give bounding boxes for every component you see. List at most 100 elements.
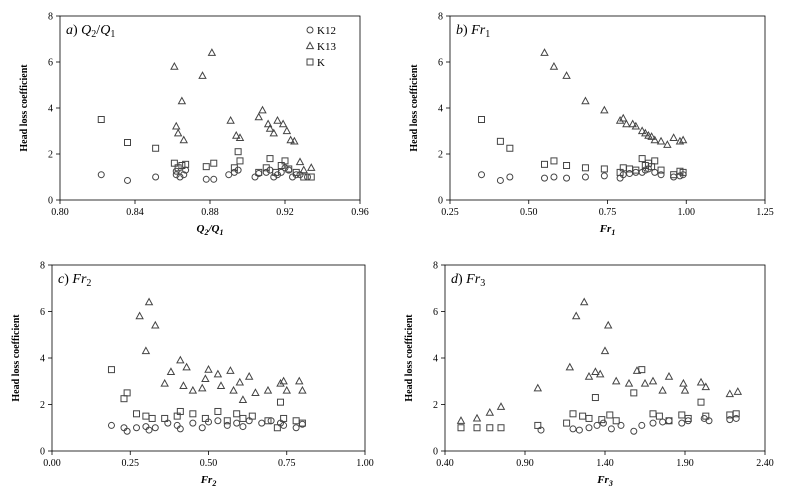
data-point — [663, 140, 672, 148]
data-point — [579, 412, 587, 420]
data-point — [133, 424, 141, 432]
data-point — [726, 416, 734, 424]
data-point — [617, 421, 625, 429]
data-point — [207, 48, 217, 56]
data-point — [600, 105, 609, 114]
data-point — [565, 362, 575, 371]
y-tick-label: 0 — [48, 196, 53, 207]
data-point — [622, 119, 631, 128]
data-point — [202, 163, 210, 171]
data-point — [648, 376, 658, 385]
data-point — [262, 168, 270, 176]
data-point — [160, 378, 169, 387]
data-point — [176, 355, 185, 364]
data-point — [506, 173, 514, 181]
data-point — [265, 124, 275, 132]
data-point — [198, 71, 207, 79]
data-point — [281, 164, 289, 172]
data-point — [107, 421, 115, 429]
data-point — [496, 176, 504, 184]
data-point — [148, 414, 156, 422]
data-point — [541, 174, 548, 182]
data-point — [615, 116, 625, 124]
data-point — [182, 362, 191, 371]
data-point — [550, 157, 558, 165]
data-point — [478, 171, 485, 179]
data-point — [640, 378, 650, 387]
data-point — [678, 419, 686, 427]
series-k13 — [456, 297, 743, 424]
x-tick-label: 0.92 — [276, 207, 294, 218]
data-point — [182, 160, 190, 168]
data-point — [263, 119, 273, 128]
y-tick-label: 2 — [40, 400, 45, 411]
data-point — [298, 385, 307, 394]
data-point — [600, 346, 610, 355]
plot-area-frame — [51, 264, 366, 452]
panel-c: 0.00 0.25 0.50 0.75 1.00 0 2 4 6 8 Head loss coeff… — [11, 261, 374, 486]
x-tick-label: 0.90 — [516, 458, 534, 469]
y-axis-label: Head loss coefficient — [404, 314, 415, 402]
data-point — [478, 116, 485, 123]
data-point — [232, 130, 241, 139]
data-point — [216, 381, 226, 389]
x-tick-label: 0.88 — [201, 207, 219, 218]
data-point — [279, 376, 288, 385]
data-point — [497, 424, 505, 432]
data-point — [176, 407, 184, 415]
data-point — [641, 128, 650, 137]
data-point — [264, 417, 272, 425]
data-point — [630, 427, 638, 435]
data-point — [234, 148, 242, 156]
data-point — [300, 173, 308, 181]
data-point — [486, 424, 494, 432]
y-tick-label: 8 — [40, 261, 45, 272]
data-point — [152, 144, 160, 152]
data-point — [506, 144, 514, 152]
data-point — [665, 417, 673, 425]
data-point — [295, 157, 305, 166]
y-axis-label: Head loss coefficient — [11, 314, 22, 402]
series-k12 — [478, 165, 687, 184]
data-point — [273, 116, 282, 124]
data-point — [598, 416, 606, 424]
data-point — [255, 168, 263, 176]
y-tick-label: 6 — [438, 58, 443, 69]
data-point — [581, 164, 589, 172]
data-point — [298, 419, 306, 427]
data-point — [225, 171, 233, 179]
series-k12 — [97, 164, 311, 184]
panel-title: c) Fr2 — [58, 272, 91, 289]
data-point — [651, 157, 659, 165]
y-tick-label: 2 — [433, 400, 438, 411]
data-point — [204, 364, 213, 373]
legend: K12 K13 K — [305, 25, 336, 69]
data-point — [664, 371, 674, 380]
data-point — [107, 366, 115, 374]
data-point — [170, 159, 178, 167]
panel-title: b) Fr1 — [456, 23, 490, 40]
y-tick-label: 8 — [438, 12, 443, 23]
data-point — [725, 389, 735, 398]
y-axis-label: Head loss coefficient — [19, 64, 30, 152]
data-point — [569, 425, 577, 433]
x-tick-label: 0.96 — [351, 207, 369, 218]
data-point — [630, 389, 638, 397]
data-point — [733, 387, 743, 395]
legend-label: K12 — [317, 25, 336, 37]
data-point — [669, 133, 678, 141]
data-point — [593, 421, 601, 429]
y-tick-label: 8 — [48, 12, 53, 23]
data-point — [496, 402, 506, 410]
data-point — [290, 136, 299, 145]
data-point — [679, 168, 687, 176]
data-point — [251, 388, 260, 396]
data-point — [485, 407, 495, 416]
data-point — [123, 427, 131, 435]
data-point — [238, 395, 248, 403]
data-point — [179, 381, 188, 389]
legend-marker — [306, 58, 314, 66]
x-tick-label: 0.40 — [436, 458, 454, 469]
y-tick-label: 6 — [433, 307, 438, 318]
